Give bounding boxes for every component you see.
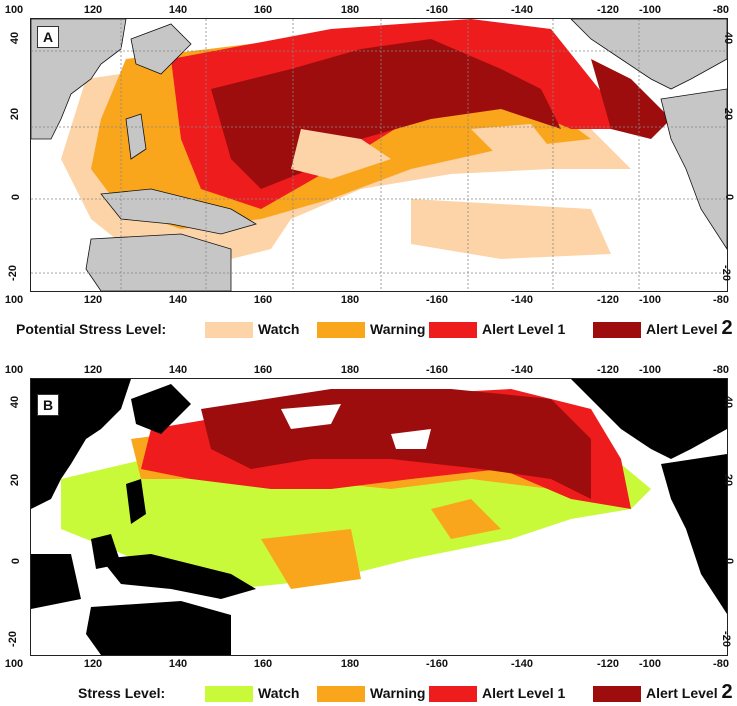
legend-label-alert-1: Alert Level 1 — [482, 321, 566, 337]
panel-b: B 100 120 140 160 180 -160 -140 -120 -10… — [0, 362, 737, 705]
lon-tick: -160 — [425, 4, 449, 16]
lat-tick: 40 — [722, 31, 735, 45]
lon-tick: 140 — [168, 364, 188, 376]
swatch-warning — [317, 322, 365, 338]
lat-tick: 0 — [10, 193, 23, 201]
lon-tick: -100 — [638, 4, 662, 16]
lon-tick: -80 — [713, 658, 729, 670]
lon-tick: -120 — [596, 364, 620, 376]
lat-tick: 20 — [722, 473, 735, 487]
lon-tick: 140 — [168, 294, 188, 306]
legend-title: Potential Stress Level: — [16, 321, 167, 337]
legend-label-alert-2: Alert Level 2 — [646, 681, 733, 703]
lon-tick: 100 — [4, 294, 24, 306]
lon-tick: 140 — [168, 4, 188, 16]
lon-tick: -120 — [596, 4, 620, 16]
lat-tick: 20 — [9, 107, 22, 121]
lon-tick: 100 — [4, 658, 24, 670]
lon-tick: -140 — [510, 294, 534, 306]
lon-tick: -100 — [638, 294, 662, 306]
lon-tick: 120 — [83, 4, 103, 16]
lon-tick: 100 — [4, 364, 24, 376]
lat-tick: 40 — [722, 395, 735, 409]
lon-tick: 180 — [340, 4, 360, 16]
swatch-alert-2 — [593, 686, 641, 702]
lon-tick: -120 — [596, 294, 620, 306]
lon-tick: 180 — [340, 658, 360, 670]
map-a — [30, 18, 728, 292]
legend-b: Stress Level: Watch Warning Alert Level … — [0, 682, 737, 706]
lon-tick: -80 — [713, 364, 729, 376]
panel-a: A 100 120 140 160 180 -160 -140 -120 -10… — [0, 0, 737, 345]
lat-tick: 20 — [722, 107, 735, 121]
lon-tick: 160 — [253, 4, 273, 16]
map-b-svg — [31, 379, 727, 655]
lon-tick: -140 — [510, 364, 534, 376]
lon-tick: 100 — [4, 4, 24, 16]
swatch-alert-1 — [429, 322, 477, 338]
swatch-alert-2 — [593, 322, 641, 338]
legend-label-alert-1: Alert Level 1 — [482, 685, 566, 701]
lon-tick: 120 — [83, 294, 103, 306]
lat-tick: 40 — [9, 395, 22, 409]
lon-tick: 160 — [253, 294, 273, 306]
lon-tick: -100 — [638, 658, 662, 670]
lat-tick: 20 — [9, 473, 22, 487]
lon-tick: -80 — [713, 294, 729, 306]
lon-tick: -160 — [425, 658, 449, 670]
legend-label-watch: Watch — [258, 685, 300, 701]
panel-letter: B — [37, 394, 59, 416]
lon-tick: -140 — [510, 4, 534, 16]
lon-tick: -140 — [510, 658, 534, 670]
lon-tick: -120 — [596, 658, 620, 670]
lat-tick: 0 — [723, 557, 736, 565]
swatch-alert-1 — [429, 686, 477, 702]
lat-tick: -20 — [719, 631, 732, 647]
lon-tick: 120 — [83, 364, 103, 376]
lon-tick: -160 — [425, 294, 449, 306]
legend-a: Potential Stress Level: Watch Warning Al… — [0, 318, 737, 342]
lon-tick: 140 — [168, 658, 188, 670]
lon-tick: -160 — [425, 364, 449, 376]
swatch-watch — [205, 686, 253, 702]
lon-tick: -100 — [638, 364, 662, 376]
lat-tick: 40 — [9, 31, 22, 45]
swatch-watch — [205, 322, 253, 338]
lon-tick: -80 — [713, 4, 729, 16]
map-a-svg — [31, 19, 727, 291]
legend-label-alert-2: Alert Level 2 — [646, 317, 733, 339]
lat-tick: -20 — [6, 631, 19, 647]
lat-tick: -20 — [6, 265, 19, 281]
swatch-warning — [317, 686, 365, 702]
panel-letter: A — [37, 26, 59, 48]
lon-tick: 180 — [340, 294, 360, 306]
lat-tick: 0 — [10, 557, 23, 565]
lon-tick: 160 — [253, 364, 273, 376]
lat-tick: -20 — [719, 265, 732, 281]
legend-label-warning: Warning — [370, 321, 426, 337]
legend-title: Stress Level: — [78, 685, 166, 701]
lon-tick: 120 — [83, 658, 103, 670]
lat-tick: 0 — [723, 193, 736, 201]
lon-tick: 160 — [253, 658, 273, 670]
lon-tick: 180 — [340, 364, 360, 376]
map-b — [30, 378, 728, 656]
legend-label-warning: Warning — [370, 685, 426, 701]
legend-label-watch: Watch — [258, 321, 300, 337]
